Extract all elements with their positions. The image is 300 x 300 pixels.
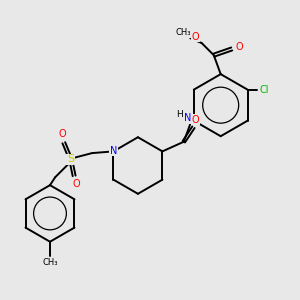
Text: CH₃: CH₃	[42, 258, 58, 267]
Text: H: H	[176, 110, 183, 119]
Text: N: N	[184, 113, 191, 123]
Text: Cl: Cl	[260, 85, 269, 95]
Text: CH₃: CH₃	[176, 28, 191, 37]
Text: O: O	[236, 42, 243, 52]
Text: O: O	[192, 115, 199, 125]
Text: O: O	[72, 179, 80, 189]
Text: O: O	[192, 32, 199, 42]
Text: O: O	[58, 130, 66, 140]
Text: S: S	[67, 154, 74, 164]
Text: N: N	[110, 146, 117, 156]
